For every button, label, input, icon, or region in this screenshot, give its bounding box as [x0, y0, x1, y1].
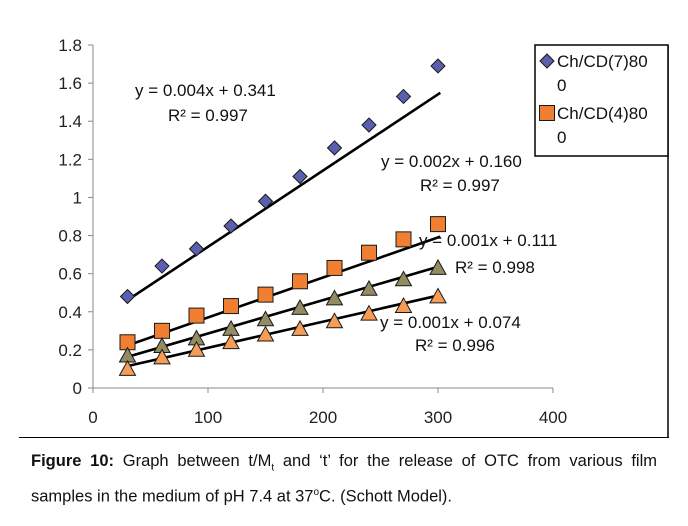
- trendline-equation: y = 0.001x + 0.074: [380, 313, 521, 332]
- data-point: [360, 304, 378, 321]
- y-tick-label: 0.2: [58, 341, 82, 360]
- data-point: [257, 286, 274, 303]
- data-point: [257, 193, 274, 209]
- y-tick-label: 1.2: [58, 150, 82, 169]
- trendline-equation: y = 0.002x + 0.160: [381, 152, 522, 171]
- legend: Ch/CD(7)80 0 Ch/CD(4)80 0: [534, 44, 669, 157]
- caption-superscript: o: [313, 487, 320, 499]
- trendline: [124, 235, 441, 348]
- data-point: [325, 312, 344, 329]
- trendline-equation: y = 0.004x + 0.341: [135, 81, 276, 100]
- trendline-r-squared: R² = 0.998: [455, 258, 535, 277]
- y-tick-label: 0.8: [58, 227, 82, 246]
- data-point: [118, 359, 137, 376]
- data-point: [153, 348, 171, 365]
- data-markers: [118, 58, 447, 376]
- trendline-equation: y = 0.001x + 0.111: [419, 231, 557, 250]
- data-point: [394, 270, 413, 287]
- data-point: [429, 258, 447, 275]
- trendline-r-squared: R² = 0.997: [420, 176, 500, 195]
- trendline: [124, 91, 442, 303]
- data-point: [292, 273, 308, 290]
- data-point: [429, 287, 447, 304]
- data-point: [395, 231, 412, 248]
- data-point: [394, 297, 413, 313]
- legend-box: [534, 44, 669, 157]
- x-tick-label: 0: [88, 408, 97, 427]
- data-point: [292, 168, 308, 185]
- x-tick-label: 100: [194, 408, 222, 427]
- figure-caption: Figure 10: Graph between t/Mt and ‘t’ fo…: [31, 449, 657, 510]
- x-tick-label: 400: [539, 408, 567, 427]
- data-point: [188, 307, 205, 324]
- trendline-r-squared: R² = 0.996: [415, 336, 495, 355]
- data-point: [222, 333, 240, 350]
- data-point: [325, 289, 344, 306]
- caption-text-1: Graph between t/M: [122, 452, 272, 470]
- data-point: [395, 88, 412, 105]
- legend-label: 0: [557, 128, 566, 147]
- trendline: [124, 264, 441, 359]
- data-point: [326, 259, 343, 276]
- data-point: [430, 216, 446, 233]
- figure-caption-box: Figure 10: Graph between t/Mt and ‘t’ fo…: [19, 437, 669, 511]
- legend-label: Ch/CD(7)80: [557, 52, 648, 71]
- chart: 00.20.40.60.811.21.41.61.80 100 200 300 400 …: [58, 36, 669, 437]
- y-tick-label: 1.6: [58, 74, 82, 93]
- data-point: [119, 288, 136, 305]
- y-tick-label: 0.4: [58, 303, 82, 322]
- y-tick-label: 0.6: [58, 265, 82, 284]
- data-point: [188, 241, 205, 257]
- legend-marker: [539, 105, 555, 121]
- y-tick-label: 1.4: [58, 112, 82, 131]
- data-point: [223, 298, 239, 315]
- caption-label: Figure 10:: [31, 452, 114, 470]
- legend-label: Ch/CD(4)80: [557, 104, 648, 123]
- data-point: [326, 140, 343, 156]
- x-tick-label: 300: [424, 408, 452, 427]
- data-point: [291, 319, 309, 336]
- trendlines: [124, 91, 442, 368]
- caption-text-3: C. (Schott Model).: [319, 487, 453, 506]
- caption-text-2: and ‘t’ for the release of OTC from vari…: [31, 452, 657, 506]
- data-point: [291, 298, 309, 315]
- x-tick-label: 200: [309, 408, 337, 427]
- data-point: [430, 58, 446, 74]
- trendline-annotations: y = 0.004x + 0.341 R² = 0.997 y = 0.002x +…: [135, 81, 557, 355]
- data-point: [187, 340, 206, 357]
- y-tick-label: 1: [73, 188, 82, 207]
- data-point: [223, 218, 239, 234]
- trendline-r-squared: R² = 0.997: [168, 106, 248, 125]
- caption-subscript: t: [271, 462, 275, 474]
- data-point: [154, 258, 170, 274]
- trendline: [124, 293, 441, 368]
- chart-axes: 0 0.2 0.4 0.6 0.8 1 1.2 1.4 1.6 1.8 0 100 200 300 400: [58, 36, 669, 437]
- data-point: [361, 244, 377, 261]
- y-tick-label: 1.8: [58, 36, 82, 55]
- y-tick-label: 0: [73, 379, 82, 398]
- legend-marker: [539, 53, 555, 69]
- data-point: [361, 117, 377, 133]
- data-point: [154, 322, 170, 339]
- legend-label: 0: [557, 76, 566, 95]
- data-point: [256, 325, 275, 342]
- data-point: [360, 279, 378, 296]
